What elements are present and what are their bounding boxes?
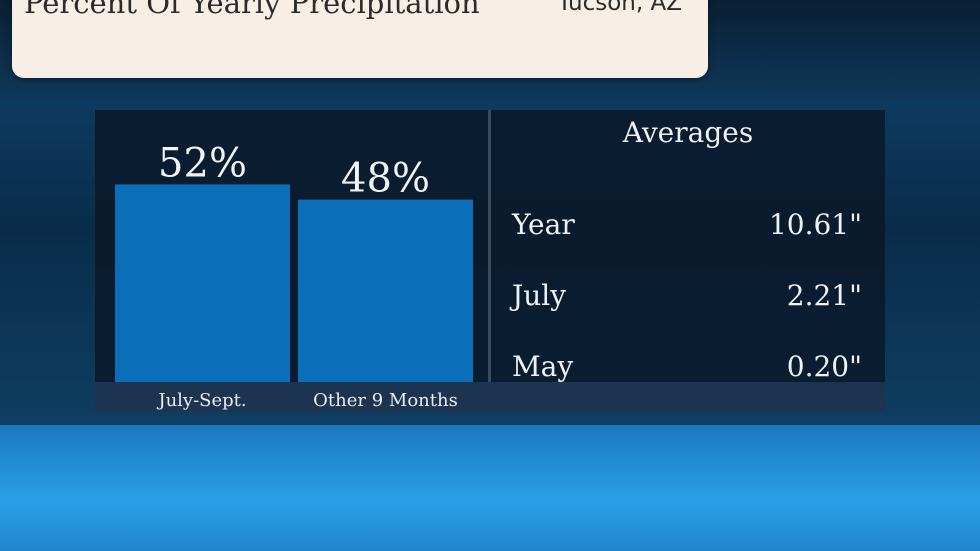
background-lower xyxy=(0,425,980,551)
value-label-july-sept: 52% xyxy=(158,140,247,186)
bar-chart: 52% July-Sept. 48% Other 9 Months xyxy=(115,140,473,411)
averages-value-july: 2.21" xyxy=(786,279,862,312)
averages-row-may: May 0.20" xyxy=(512,350,862,390)
value-label-other-9-months: 48% xyxy=(341,156,430,202)
bar-other-9-months xyxy=(298,199,473,382)
averages-title: Averages xyxy=(622,116,754,149)
location-label: Tucson, AZ xyxy=(557,0,682,16)
averages-label-july: July xyxy=(512,279,567,312)
chart-title: Percent Of Yearly Precipitation xyxy=(24,0,480,20)
panel-divider xyxy=(488,110,491,382)
category-label-july-sept: July-Sept. xyxy=(156,390,246,411)
averages-label-may: May xyxy=(512,350,574,383)
bar-july-sept xyxy=(115,184,290,382)
x-axis-strip xyxy=(95,382,885,412)
averages-row-year: Year 10.61" xyxy=(512,208,862,248)
averages-row-july: July 2.21" xyxy=(512,279,862,319)
averages-value-may: 0.20" xyxy=(786,350,862,383)
category-label-other-9-months: Other 9 Months xyxy=(313,390,458,411)
title-box: Percent Of Yearly Precipitation Tucson, … xyxy=(12,0,708,78)
averages-label-year: Year xyxy=(512,208,575,241)
averages-value-year: 10.61" xyxy=(768,208,862,241)
